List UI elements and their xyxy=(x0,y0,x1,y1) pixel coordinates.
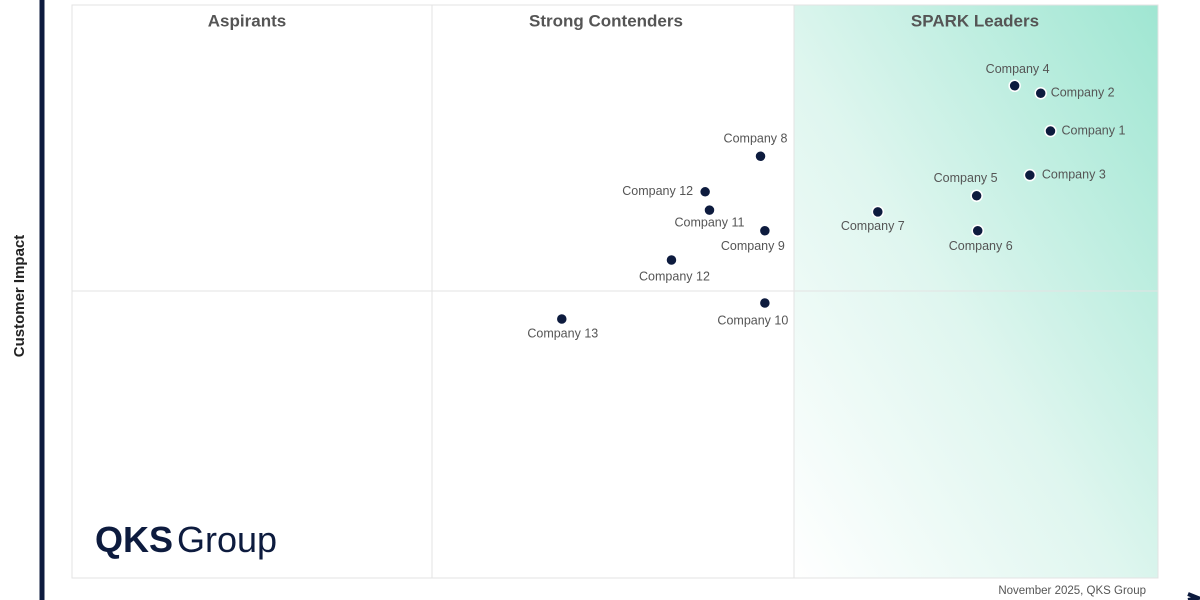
data-point xyxy=(970,189,983,203)
data-point xyxy=(871,205,885,219)
logo-brand: QKS xyxy=(95,519,173,560)
point-label: Company 5 xyxy=(934,171,998,185)
point-label: Company 2 xyxy=(1051,86,1115,100)
data-point xyxy=(1044,124,1057,138)
data-point xyxy=(1023,168,1037,182)
point-label: Company 4 xyxy=(986,62,1050,76)
data-point xyxy=(754,150,767,163)
data-point xyxy=(1034,86,1047,100)
point-label: Company 7 xyxy=(841,219,905,233)
data-point xyxy=(971,224,984,238)
point-label: Company 3 xyxy=(1042,167,1106,181)
x-axis-arrow xyxy=(1187,592,1200,600)
y-axis-label: Customer Impact xyxy=(11,235,28,358)
point-label: Company 12 xyxy=(639,269,710,283)
point-label: Company 9 xyxy=(721,239,785,253)
point-label: Company 10 xyxy=(717,313,788,327)
data-point xyxy=(555,312,569,326)
data-point xyxy=(758,224,772,238)
data-point xyxy=(758,296,772,310)
logo: QKS Group xyxy=(95,519,277,560)
footer-note: November 2025, QKS Group xyxy=(998,585,1146,597)
point-label: Company 11 xyxy=(675,215,745,229)
quadrant-title: Aspirants xyxy=(208,11,286,30)
point-label: Company 1 xyxy=(1061,123,1125,137)
logo-word: Group xyxy=(177,519,277,560)
point-label: Company 13 xyxy=(527,326,598,340)
quadrant-title: SPARK Leaders xyxy=(911,11,1039,30)
quadrant-title: Strong Contenders xyxy=(529,11,683,30)
point-label: Company 12 xyxy=(622,184,693,198)
data-point xyxy=(665,253,678,267)
point-label: Company 8 xyxy=(724,132,788,146)
data-point xyxy=(698,185,712,199)
point-label: Company 6 xyxy=(949,239,1013,253)
data-point xyxy=(703,203,716,217)
data-point xyxy=(1008,79,1021,93)
